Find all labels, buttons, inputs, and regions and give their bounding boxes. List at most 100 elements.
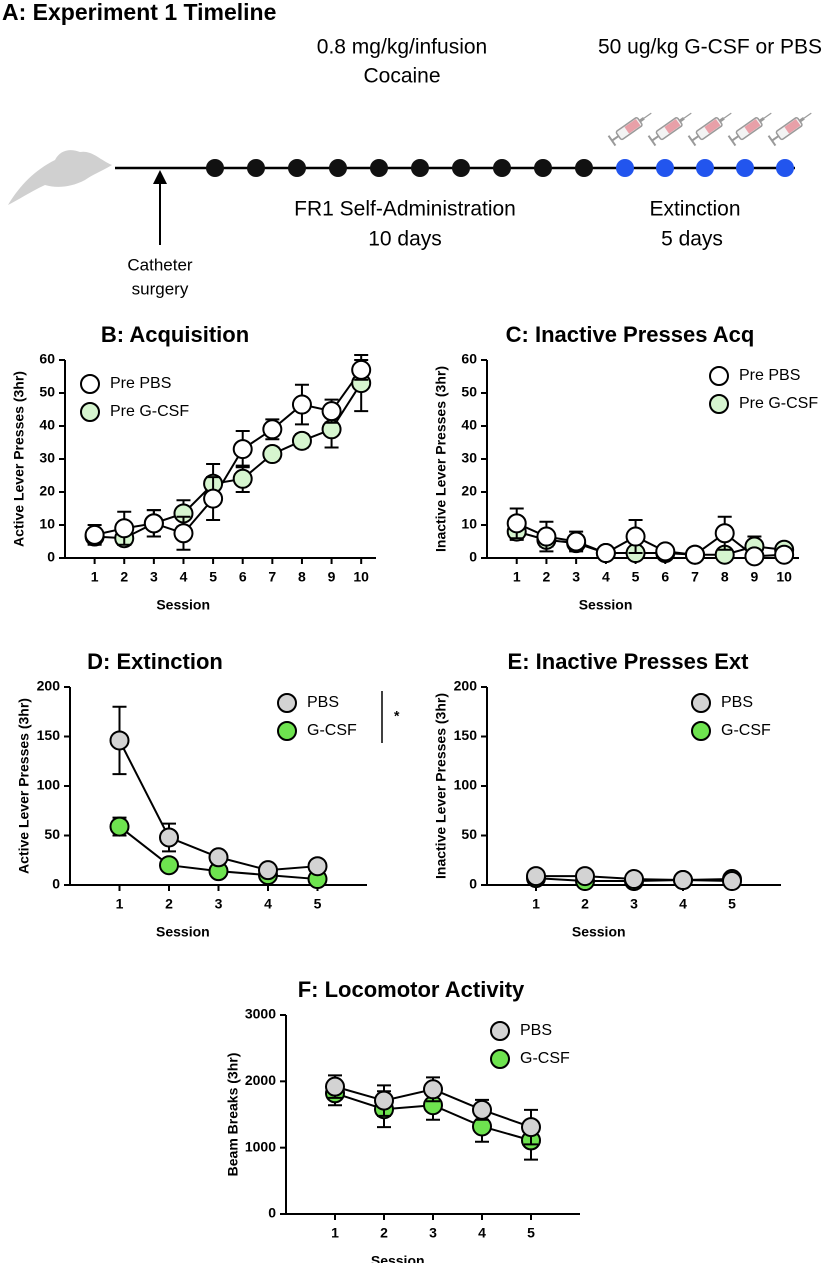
x-tick-label: 5 [527, 1225, 535, 1241]
legend-marker [277, 693, 297, 713]
chart-title: E: Inactive Presses Ext [508, 649, 750, 674]
x-tick-label: 3 [150, 569, 158, 585]
rat-icon [8, 150, 112, 205]
data-point [575, 866, 595, 887]
data-point [506, 513, 527, 534]
x-tick-label: 1 [331, 1225, 339, 1241]
x-tick-label: 9 [751, 569, 759, 585]
y-tick-label: 2000 [245, 1072, 276, 1088]
x-tick-label: 3 [630, 896, 638, 912]
data-point [536, 526, 557, 547]
data-point [262, 444, 283, 465]
x-tick-label: 3 [215, 896, 223, 912]
data-point [423, 1079, 443, 1100]
session-dots [206, 159, 794, 177]
legend-label: G-CSF [307, 722, 357, 739]
data-point [291, 430, 312, 451]
y-axis-label: Active Lever Presses (3hr) [16, 698, 32, 874]
x-tick-label: 1 [91, 569, 99, 585]
phase-days: 5 days [661, 228, 723, 251]
legend-label: PBS [307, 694, 339, 711]
data-point [526, 866, 546, 887]
chart-title: B: Acquisition [101, 322, 249, 347]
x-tick-label: 5 [314, 896, 322, 912]
data-point [673, 870, 693, 891]
x-tick-label: 4 [264, 896, 272, 912]
data-point [625, 526, 646, 547]
x-axis-label: Session [579, 597, 633, 613]
x-tick-label: 1 [513, 569, 521, 585]
surgery-label: surgery [132, 279, 189, 298]
y-tick-label: 0 [469, 549, 477, 565]
drug-dose: 0.8 mg/kg/infusion [317, 36, 487, 59]
y-tick-label: 100 [37, 777, 61, 793]
y-tick-label: 20 [39, 483, 55, 499]
panel-title: A: Experiment 1 Timeline [2, 0, 276, 25]
data-point [143, 513, 164, 534]
y-tick-label: 60 [461, 351, 477, 367]
x-tick-label: 3 [572, 569, 580, 585]
x-axis-label: Session [156, 924, 210, 940]
data-point [109, 730, 130, 751]
surgery-label: Catheter [127, 255, 193, 274]
y-tick-label: 0 [52, 876, 60, 892]
chart-title: F: Locomotor Activity [298, 977, 525, 1002]
data-point [685, 544, 705, 565]
y-tick-label: 40 [39, 417, 55, 433]
y-tick-label: 50 [39, 384, 55, 400]
legend-label: Pre PBS [110, 375, 171, 392]
x-tick-label: 4 [180, 569, 188, 585]
legend-marker [709, 394, 729, 414]
y-tick-label: 0 [268, 1205, 276, 1221]
y-axis-label: Inactive Lever Presses (3hr) [433, 693, 449, 879]
data-point [258, 860, 278, 881]
data-point [521, 1117, 541, 1138]
x-tick-label: 10 [353, 569, 369, 585]
series-line [94, 369, 363, 536]
legend-marker [277, 721, 297, 741]
x-tick-label: 2 [543, 569, 551, 585]
chart-title: C: Inactive Presses Acq [506, 322, 755, 347]
arrow-head [153, 170, 167, 184]
data-point [307, 856, 328, 877]
x-tick-label: 5 [728, 896, 736, 912]
y-tick-label: 20 [461, 483, 477, 499]
data-point [109, 816, 130, 837]
y-tick-label: 100 [454, 777, 478, 793]
y-tick-label: 40 [461, 417, 477, 433]
y-tick-label: 10 [461, 516, 477, 532]
y-tick-label: 3000 [245, 1006, 276, 1022]
data-point [566, 531, 587, 552]
x-tick-label: 3 [429, 1225, 437, 1241]
phase-label: Extinction [649, 198, 740, 221]
legend-marker [80, 374, 100, 394]
data-point [655, 541, 676, 562]
data-point [203, 488, 224, 509]
phase-label: FR1 Self-Administration [294, 198, 516, 221]
x-tick-label: 1 [532, 896, 540, 912]
y-tick-label: 0 [47, 549, 55, 565]
legend-label: G-CSF [520, 1050, 570, 1067]
x-tick-label: 6 [661, 569, 669, 585]
phase-days: 10 days [368, 228, 442, 251]
data-point [722, 871, 742, 892]
y-tick-label: 10 [39, 516, 55, 532]
y-tick-label: 50 [44, 826, 60, 842]
y-tick-label: 200 [454, 678, 478, 694]
legend-label: PBS [520, 1022, 552, 1039]
y-axis-label: Active Lever Presses (3hr) [11, 371, 27, 547]
data-point [159, 855, 179, 876]
data-point [374, 1090, 394, 1111]
data-point [232, 439, 253, 460]
legend-label: Pre PBS [739, 367, 800, 384]
drug: Cocaine [363, 65, 440, 88]
y-axis-label: Beam Breaks (3hr) [225, 1053, 241, 1177]
data-point [262, 419, 283, 440]
x-axis-label: Session [371, 1253, 425, 1263]
data-point [325, 1076, 345, 1097]
data-point [159, 827, 179, 848]
legend-marker [490, 1021, 510, 1041]
series-line [516, 522, 785, 558]
data-point [208, 847, 229, 868]
